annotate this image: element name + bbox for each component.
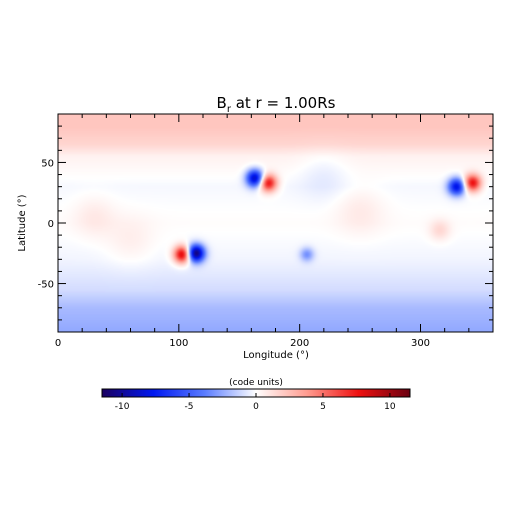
colorbar-ticks	[121, 393, 391, 397]
axis-ticks	[57, 114, 494, 332]
colorbar-label: (code units)	[229, 378, 283, 388]
x-tick-label: 200	[290, 338, 309, 349]
y-tick-label: 50	[41, 158, 54, 169]
y-tick-label: -50	[38, 280, 54, 291]
colorbar-tick-label: -10	[115, 402, 130, 412]
chart-title: Br at r = 1.00Rs	[217, 94, 336, 115]
y-tick-label: 0	[48, 219, 54, 230]
colorbar-tick-label: 0	[253, 402, 259, 412]
colorbar-tick-label: -5	[185, 402, 194, 412]
x-axis-label: Longitude (°)	[243, 350, 309, 361]
x-tick-label: 300	[411, 338, 430, 349]
heatmap-image	[58, 114, 493, 332]
x-tick-label: 0	[55, 338, 61, 349]
x-tick-label: 100	[169, 338, 188, 349]
colorbar-tick-label: 5	[320, 402, 326, 412]
colorbar-tick-label: 10	[384, 402, 396, 412]
y-axis-label: Latitude (°)	[17, 194, 28, 251]
axis-tick-labels: 0 100 200 300 -50 0 50	[38, 158, 430, 349]
colorbar-tick-labels: -10 -5 0 5 10	[115, 402, 396, 412]
